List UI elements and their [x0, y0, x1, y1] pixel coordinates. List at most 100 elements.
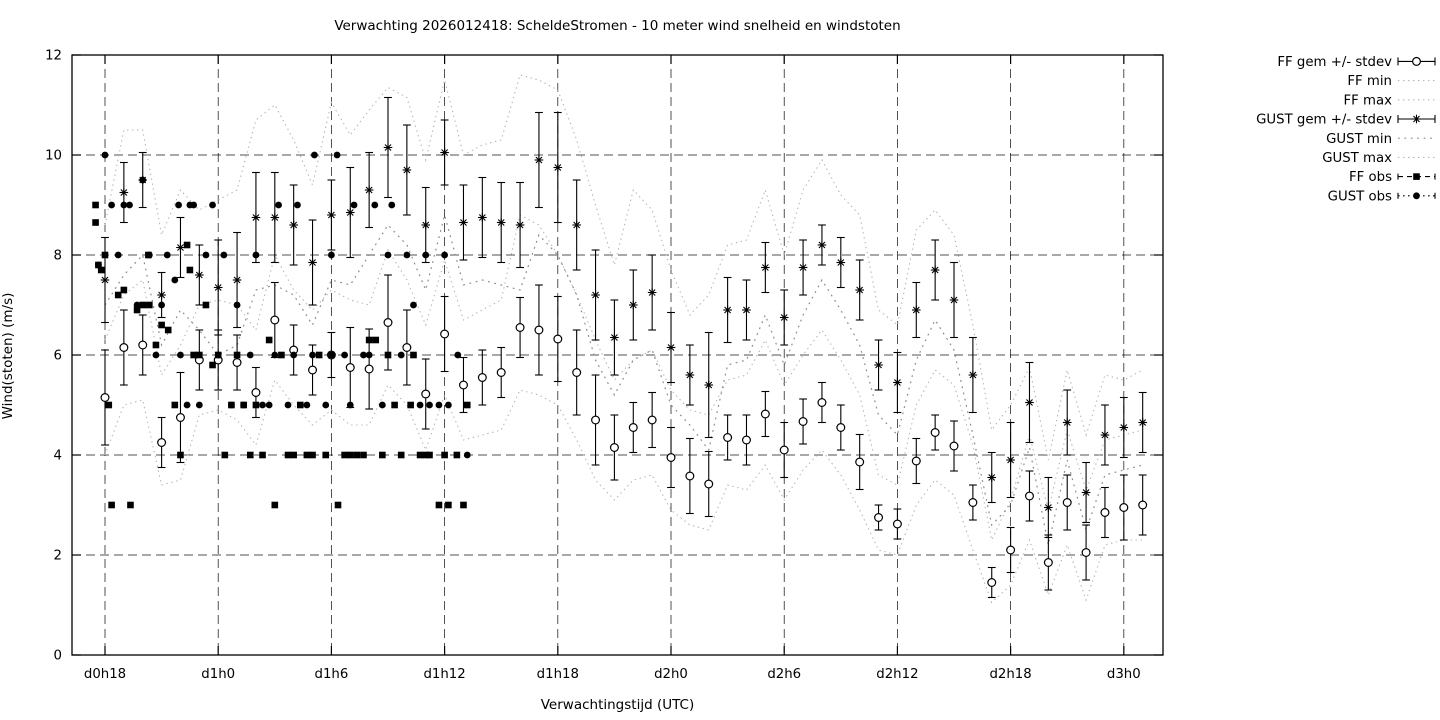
ff-gem-marker [704, 479, 714, 489]
gust-obs-marker [139, 176, 147, 184]
gust-obs-marker [158, 301, 166, 309]
ff-gem-marker [534, 325, 544, 335]
gust-obs-marker [365, 351, 373, 359]
gust-gem-marker [667, 344, 675, 351]
ff-obs-marker [164, 326, 172, 334]
y-tick-label: 6 [54, 349, 62, 364]
ff-obs-marker [365, 336, 373, 344]
ff-obs-marker [372, 336, 380, 344]
ff-gem-marker [741, 435, 751, 445]
gust-gem-marker [101, 276, 109, 284]
gust-gem-marker [912, 306, 920, 314]
ff-gem-marker [836, 423, 846, 433]
gust-obs-marker [202, 251, 210, 259]
gust-gem-marker [384, 144, 392, 151]
ff-obs-marker [435, 501, 443, 509]
gust-obs-marker [133, 301, 141, 309]
gust-obs-marker [371, 201, 379, 209]
ff-obs-marker [278, 351, 285, 359]
gust-gem-marker [610, 334, 618, 341]
ff-obs-marker [460, 501, 467, 509]
gust-obs-marker [463, 451, 471, 459]
gust-gem-marker [761, 264, 769, 271]
y-tick-label: 8 [54, 249, 62, 264]
gust-gem-marker [535, 156, 543, 164]
gust-obs-marker [333, 151, 341, 159]
ff-obs-marker [146, 301, 153, 309]
ff-gem-marker [157, 438, 167, 448]
x-tick-label: d1h18 [537, 667, 579, 682]
ff-obs-marker [139, 301, 147, 309]
ff-gem-marker [798, 417, 808, 427]
ff-obs-marker [252, 401, 260, 409]
chart-title: Verwachting 2026012418: ScheldeStromen -… [334, 18, 901, 34]
gust-gem-marker [252, 214, 260, 221]
ff-gem-marker [666, 453, 676, 463]
ff-gem-marker [515, 323, 525, 333]
ff-gem-marker [968, 498, 978, 508]
series-gust-max [104, 74, 1143, 461]
ff-gem-marker [949, 441, 959, 451]
gust-gem-marker [931, 266, 939, 274]
legend-label: FF gem +/- stdev [1277, 55, 1392, 70]
ff-obs-marker [120, 286, 128, 294]
ff-obs-marker [259, 451, 266, 459]
gust-gem-marker [1044, 504, 1052, 511]
ff-gem-marker [1006, 545, 1016, 555]
ff-obs-marker [97, 266, 105, 274]
gust-gem-marker [214, 284, 222, 291]
y-tick-label: 4 [54, 449, 62, 464]
gust-obs-marker [163, 251, 171, 259]
gust-obs-marker [126, 201, 133, 209]
gust-obs-marker [435, 401, 443, 409]
ff-obs-marker [186, 266, 194, 274]
gust-gem-marker [988, 474, 996, 481]
ff-obs-marker [453, 451, 461, 459]
gust-obs-marker [246, 351, 254, 359]
gust-gem-marker [271, 214, 279, 221]
gust-obs-marker [346, 401, 354, 409]
ff-gem-marker [345, 363, 355, 373]
gust-gem-marker [403, 166, 411, 174]
gust-obs-marker [271, 351, 279, 359]
gust-obs-marker [177, 351, 184, 359]
gust-gem-marker [743, 306, 750, 314]
gust-gem-marker [969, 371, 977, 379]
gust-gem-marker [195, 271, 203, 279]
gust-gem-marker [1139, 419, 1147, 426]
ff-obs-marker [379, 451, 386, 459]
legend-label: FF max [1344, 93, 1393, 108]
gust-gem-marker [120, 189, 128, 196]
gust-gem-marker [950, 296, 958, 304]
legend-label: GUST obs [1328, 189, 1392, 204]
ff-obs-marker [221, 451, 229, 459]
gust-obs-marker [388, 201, 396, 209]
ff-gem-marker [496, 368, 506, 378]
ff-gem-marker [1062, 498, 1072, 508]
gust-obs-marker [120, 201, 128, 209]
gust-obs-marker [309, 351, 316, 359]
gust-gem-marker [573, 221, 581, 229]
gust-obs-marker [322, 401, 330, 409]
gust-gem-marker [705, 381, 713, 389]
ff-obs-marker [341, 451, 348, 459]
gust-obs-marker [183, 401, 191, 409]
gust-gem-marker [554, 164, 562, 171]
x-tick-label: d1h6 [315, 667, 349, 682]
gust-gem-marker [365, 186, 373, 194]
gust-obs-marker [397, 351, 405, 359]
ff-obs-marker [265, 336, 273, 344]
ff-gem-marker [874, 512, 884, 522]
ff-obs-marker [346, 451, 354, 459]
gust-obs-marker [101, 151, 109, 159]
ff-obs-marker [101, 251, 109, 259]
ff-gem-marker [1081, 547, 1091, 557]
x-tick-label: d1h0 [201, 667, 235, 682]
gust-gem-marker [516, 221, 524, 229]
gust-obs-marker [341, 351, 349, 359]
ff-obs-marker [416, 451, 424, 459]
ff-gem-marker [1043, 557, 1053, 567]
ff-gem-marker [1100, 508, 1110, 518]
ff-obs-marker [152, 341, 160, 349]
